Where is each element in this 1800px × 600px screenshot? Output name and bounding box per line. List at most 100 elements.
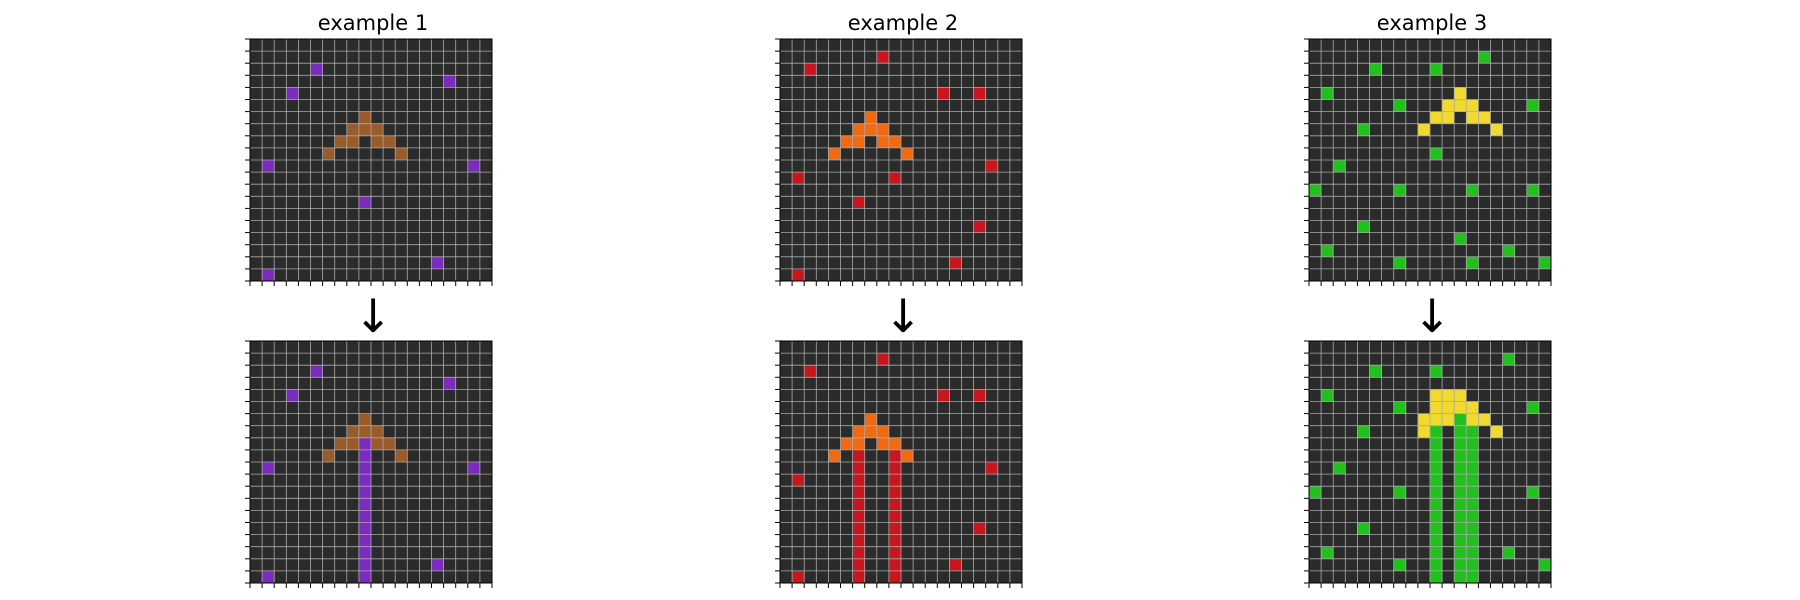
line-cell	[358, 546, 371, 559]
dot-cell	[1430, 147, 1443, 160]
line-cell	[1430, 462, 1443, 475]
shape-cell	[1430, 413, 1443, 426]
line-cell	[1430, 437, 1443, 450]
dot-cell	[1321, 87, 1334, 100]
shape-cell	[876, 123, 889, 136]
shape-cell	[852, 123, 865, 136]
line-cell	[1454, 449, 1467, 462]
line-cell	[852, 534, 865, 547]
line-cell	[358, 558, 371, 571]
line-cell	[1466, 534, 1479, 547]
line-cell	[358, 570, 371, 583]
dot-cell	[973, 522, 986, 535]
line-cell	[852, 546, 865, 559]
dot-cell	[876, 353, 889, 366]
line-cell	[1454, 510, 1467, 523]
example-1: example 1 ↓	[245, 11, 493, 588]
shape-cell	[346, 135, 359, 148]
line-cell	[888, 462, 901, 475]
dot-cell	[949, 256, 962, 269]
example-2-input-grid	[775, 38, 1023, 286]
line-cell	[1430, 522, 1443, 535]
line-cell	[1430, 546, 1443, 559]
dot-cell	[1321, 244, 1334, 257]
dot-cell	[1357, 220, 1370, 233]
dot-cell	[852, 498, 865, 511]
line-cell	[358, 474, 371, 487]
dot-cell	[792, 570, 805, 583]
shape-cell	[383, 135, 396, 148]
example-3-input-grid	[1304, 38, 1552, 286]
shape-cell	[1442, 99, 1455, 112]
line-cell	[1430, 498, 1443, 511]
line-cell	[1466, 449, 1479, 462]
shape-cell	[1430, 401, 1443, 414]
shape-cell	[1490, 123, 1503, 136]
example-1-input-grid	[245, 38, 493, 286]
dot-cell	[1357, 123, 1370, 136]
dot-cell	[310, 365, 323, 378]
shape-cell	[1466, 99, 1479, 112]
dot-cell	[1430, 63, 1443, 76]
shape-cell	[334, 437, 347, 450]
grid-frame	[1308, 340, 1552, 584]
shape-cell	[876, 135, 889, 148]
shape-cell	[876, 437, 889, 450]
line-cell	[358, 534, 371, 547]
dot-cell	[1430, 365, 1443, 378]
dot-cell	[467, 160, 480, 173]
line-cell	[1454, 437, 1467, 450]
line-cell	[1454, 522, 1467, 535]
dot-cell	[1478, 51, 1491, 64]
line-cell	[1466, 498, 1479, 511]
dot-cell	[431, 558, 444, 571]
line-cell	[1454, 534, 1467, 547]
line-cell	[888, 522, 901, 535]
line-cell	[888, 534, 901, 547]
example-1-title: example 1	[318, 11, 428, 35]
shape-cell	[371, 437, 384, 450]
line-cell	[852, 462, 865, 475]
shape-cell	[358, 413, 371, 426]
dot-cell	[262, 462, 275, 475]
line-cell	[888, 558, 901, 571]
dot-cell	[973, 220, 986, 233]
line-cell	[1454, 413, 1467, 426]
dot-cell	[1393, 558, 1406, 571]
grid-frame	[249, 38, 493, 282]
dot-cell	[1321, 389, 1334, 402]
line-cell	[1430, 534, 1443, 547]
example-2-output-grid	[775, 340, 1023, 588]
dot-cell	[1309, 184, 1322, 197]
line-cell	[1430, 558, 1443, 571]
line-cell	[852, 522, 865, 535]
shape-cell	[1454, 401, 1467, 414]
example-1-output-grid	[245, 340, 493, 588]
shape-cell	[358, 123, 371, 136]
shape-cell	[1442, 389, 1455, 402]
line-cell	[1466, 558, 1479, 571]
example-3-title: example 3	[1377, 11, 1487, 35]
dot-cell	[1466, 184, 1479, 197]
dot-cell	[804, 365, 817, 378]
dot-cell	[310, 63, 323, 76]
shape-cell	[1466, 111, 1479, 124]
dot-cell	[792, 268, 805, 281]
shape-cell	[1466, 401, 1479, 414]
shape-cell	[346, 123, 359, 136]
shape-cell	[1417, 123, 1430, 136]
line-cell	[1454, 498, 1467, 511]
dot-cell	[1502, 546, 1515, 559]
line-cell	[1466, 546, 1479, 559]
dot-cell	[1393, 99, 1406, 112]
dot-cell	[1393, 401, 1406, 414]
dot-cell	[1538, 558, 1551, 571]
dot-cell	[443, 377, 456, 390]
grid-frame	[779, 38, 1023, 282]
line-cell	[888, 510, 901, 523]
shape-cell	[334, 135, 347, 148]
example-2-arrow-icon: ↓	[884, 289, 923, 343]
shape-cell	[395, 449, 408, 462]
shape-cell	[1454, 87, 1467, 100]
